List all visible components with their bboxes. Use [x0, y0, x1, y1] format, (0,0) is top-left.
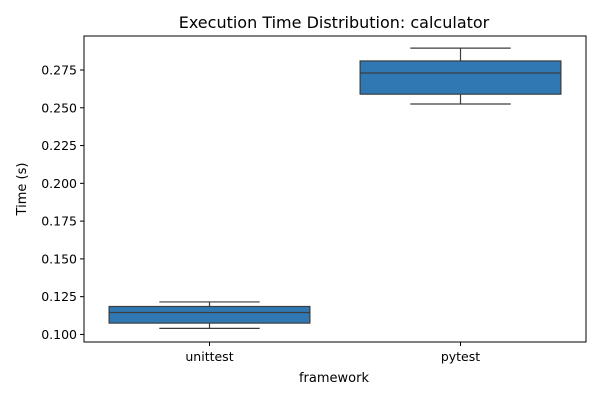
- axes-frame: [83, 35, 587, 343]
- chart-title: Execution Time Distribution: calculator: [179, 13, 490, 32]
- x-axis-ticks: unittest pytest: [185, 342, 480, 364]
- y-tick-label: 0.200: [41, 176, 77, 191]
- plot-area: [108, 47, 562, 329]
- y-tick-label: 0.225: [41, 138, 77, 153]
- x-tick-label: pytest: [441, 349, 480, 364]
- y-axis-ticks: 0.100 0.125 0.150 0.175 0.200 0.225 0.250 0.275: [41, 63, 84, 342]
- x-tick-label: unittest: [185, 349, 233, 364]
- box-pytest: [359, 47, 562, 105]
- y-tick-label: 0.175: [41, 214, 77, 229]
- iqr-box: [108, 305, 311, 324]
- y-tick-label: 0.250: [41, 100, 77, 115]
- y-axis-label: Time (s): [15, 163, 30, 217]
- y-tick-label: 0.100: [41, 327, 77, 342]
- y-tick-label: 0.125: [41, 289, 77, 304]
- iqr-box: [359, 60, 562, 95]
- y-tick-label: 0.150: [41, 251, 77, 266]
- y-tick-label: 0.275: [41, 63, 77, 78]
- box-unittest: [108, 301, 311, 329]
- x-axis-label: framework: [299, 371, 369, 386]
